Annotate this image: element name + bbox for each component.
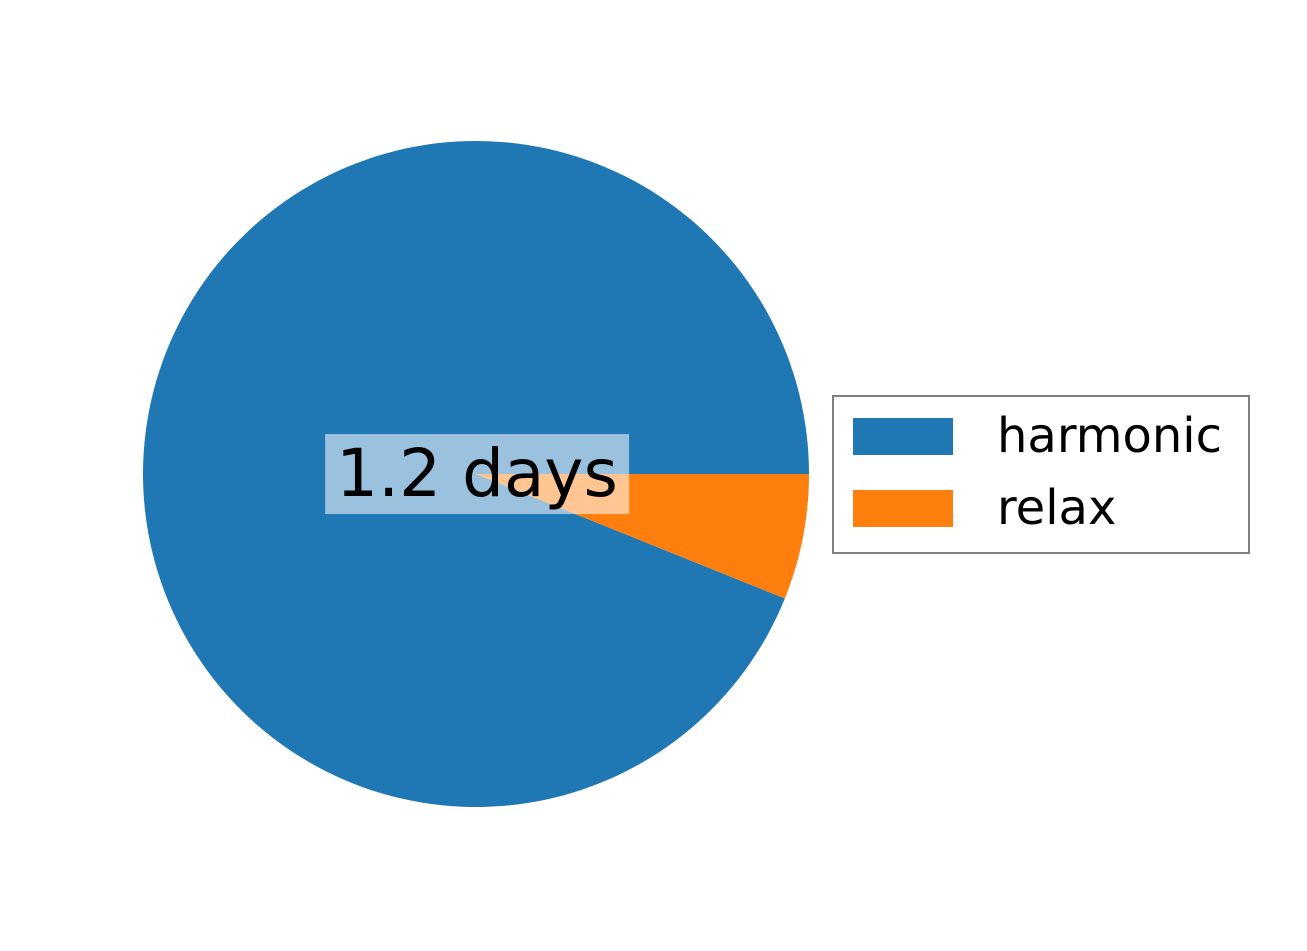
legend-item-relax: relax — [853, 484, 1229, 532]
legend: harmonic relax — [832, 395, 1250, 554]
pie-center-label: 1.2 days — [325, 434, 629, 514]
legend-item-harmonic: harmonic — [853, 412, 1229, 460]
legend-label-harmonic: harmonic — [997, 408, 1222, 464]
legend-label-relax: relax — [997, 480, 1117, 536]
legend-swatch-relax — [853, 489, 953, 527]
legend-swatch-harmonic — [853, 417, 953, 455]
